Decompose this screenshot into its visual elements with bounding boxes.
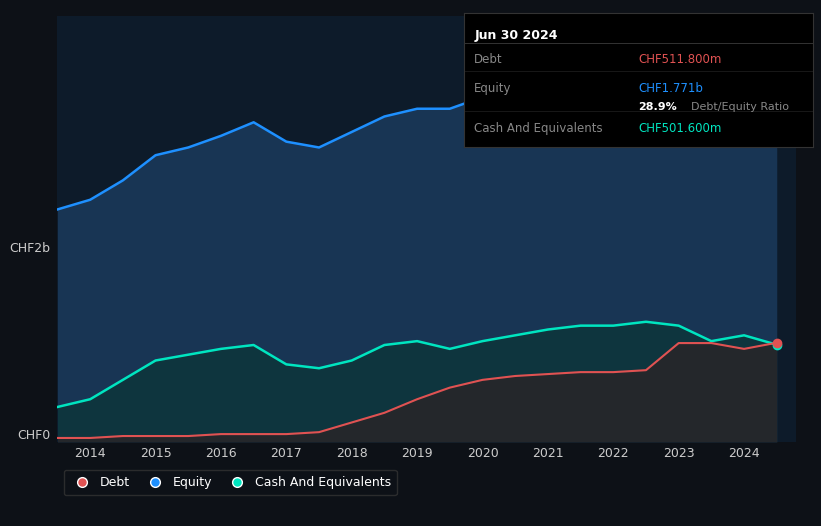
Text: Debt/Equity Ratio: Debt/Equity Ratio (690, 102, 789, 112)
Text: CHF0: CHF0 (17, 429, 50, 442)
Legend: Debt, Equity, Cash And Equivalents: Debt, Equity, Cash And Equivalents (64, 470, 397, 495)
Text: Cash And Equivalents: Cash And Equivalents (475, 122, 603, 135)
Text: 28.9%: 28.9% (639, 102, 677, 112)
Text: CHF511.800m: CHF511.800m (639, 54, 722, 66)
Text: Jun 30 2024: Jun 30 2024 (475, 29, 557, 42)
Text: Debt: Debt (475, 54, 503, 66)
Text: CHF501.600m: CHF501.600m (639, 122, 722, 135)
Text: CHF2b: CHF2b (9, 241, 50, 255)
Text: Equity: Equity (475, 82, 511, 95)
Text: CHF1.771b: CHF1.771b (639, 82, 704, 95)
